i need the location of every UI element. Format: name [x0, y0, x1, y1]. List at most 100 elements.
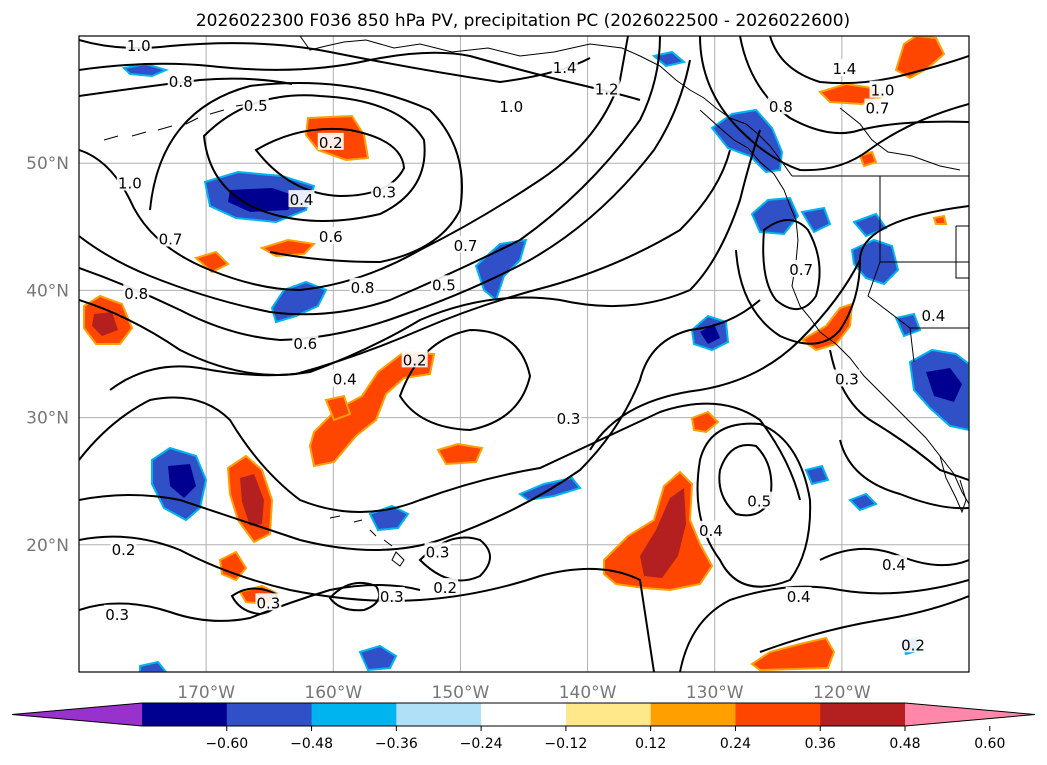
map-background	[79, 36, 969, 672]
svg-text:0.7: 0.7	[789, 261, 813, 279]
colorbar-tick-label: 0.24	[720, 736, 751, 752]
contour-label: 0.3	[424, 542, 451, 561]
colorbar-tick-label: 0.60	[974, 736, 1005, 752]
colorbar-tick-label: −0.24	[460, 736, 503, 752]
map-frame	[78, 35, 970, 673]
svg-text:0.3: 0.3	[105, 606, 129, 624]
british-columbia-coast	[699, 109, 797, 221]
pv-contour	[839, 439, 969, 510]
precip-negative-area	[848, 492, 878, 512]
precip-negative-area	[368, 504, 410, 532]
hawaiian-islands	[329, 515, 405, 567]
contour-label: 1.2	[593, 79, 620, 98]
precip-negative-area	[804, 464, 830, 486]
contour-label: 0.3	[255, 593, 282, 612]
svg-text:0.3: 0.3	[557, 410, 581, 428]
svg-text:0.5: 0.5	[747, 493, 771, 511]
precip-positive-area	[308, 350, 436, 468]
contour-label: 0.4	[697, 520, 724, 540]
contour-label: 0.8	[767, 97, 794, 116]
contour-label: 0.3	[104, 604, 131, 624]
pv-contour	[202, 94, 426, 222]
contour-label: 1.0	[498, 97, 525, 116]
precip-strong-positive-area	[640, 488, 686, 578]
colorbar-outline	[11, 702, 1036, 727]
svg-text:0.4: 0.4	[699, 522, 723, 540]
contour-label: 0.2	[432, 578, 459, 597]
svg-text:1.0: 1.0	[118, 175, 142, 193]
baja-california	[939, 455, 967, 514]
svg-text:0.3: 0.3	[380, 588, 404, 606]
svg-text:0.2: 0.2	[112, 541, 136, 559]
precip-negative-area	[139, 660, 168, 672]
contour-label: 0.5	[242, 95, 269, 115]
contour-label: 0.4	[785, 586, 812, 606]
precip-positive-area	[932, 214, 948, 225]
contour-label: 0.3	[371, 182, 398, 201]
contour-label: 1.0	[869, 80, 896, 100]
contour-label: 1.0	[116, 173, 143, 193]
pv-contour	[109, 129, 761, 391]
alaska-coastline	[299, 36, 793, 177]
contour-label: 0.7	[788, 260, 815, 279]
svg-text:0.8: 0.8	[169, 73, 193, 91]
svg-text:0.4: 0.4	[290, 191, 314, 209]
colorbar-tick-label: 0.48	[889, 736, 920, 752]
pv-contour	[79, 584, 421, 622]
contour-label: 0.6	[317, 226, 344, 246]
longitude-tick-label: 150°W	[432, 683, 490, 703]
svg-text:1.0: 1.0	[499, 98, 523, 116]
svg-text:1.0: 1.0	[871, 82, 895, 100]
pv-contour	[79, 51, 641, 101]
interior-provinces	[839, 107, 961, 171]
contour-label: 0.4	[880, 555, 907, 574]
colorbar-segment	[481, 703, 567, 726]
colorbar-tick-label: −0.12	[544, 736, 587, 752]
precip-positive-area	[800, 302, 854, 352]
svg-text:0.7: 0.7	[866, 100, 890, 118]
precip-negative-area	[651, 50, 687, 68]
pv-contour	[328, 582, 380, 612]
colorbar-upper-extension	[905, 703, 1035, 726]
pv-contour	[699, 36, 969, 172]
precip-positive-area	[750, 636, 836, 672]
precip-positive-area	[858, 150, 878, 168]
svg-text:0.2: 0.2	[403, 351, 427, 369]
pv-contour	[79, 39, 591, 84]
colorbar-segment	[142, 703, 228, 726]
pv-contour	[79, 299, 761, 551]
contour-label: 0.4	[288, 190, 315, 209]
svg-text:0.8: 0.8	[769, 98, 793, 116]
axis-tick-labels: 170°W 160°W 150°W 140°W 130°W 120°W 50°N 40°N 30…	[26, 154, 871, 703]
svg-text:1.2: 1.2	[595, 80, 619, 98]
contour-label: 0.4	[920, 305, 947, 325]
precip-positive-area	[690, 410, 720, 434]
pv-contour	[696, 422, 812, 588]
colorbar-segment	[311, 703, 397, 726]
longitude-tick-label: 170°W	[177, 683, 235, 703]
svg-text:1.0: 1.0	[127, 37, 151, 55]
contour-label: 0.2	[110, 539, 137, 559]
pv-contour	[79, 59, 691, 342]
svg-text:0.6: 0.6	[319, 228, 343, 246]
pv-contour	[79, 77, 293, 97]
svg-text:0.3: 0.3	[372, 183, 396, 201]
precip-strong-negative-area	[228, 188, 296, 212]
colorbar-segment	[565, 703, 652, 726]
contour-label: 1.4	[551, 57, 578, 77]
pv-contour	[254, 127, 406, 198]
precip-positive-area	[324, 394, 352, 422]
precip-negative-area	[358, 644, 398, 672]
pv-contour	[79, 396, 801, 513]
contour-label: 0.3	[378, 586, 405, 606]
precip-positive-area	[436, 442, 484, 466]
contour-label: 0.7	[157, 229, 184, 249]
svg-text:0.6: 0.6	[293, 335, 317, 353]
contour-label: 0.3	[555, 408, 582, 428]
longitude-tick-label: 120°W	[813, 683, 871, 703]
map-panel: 1.00.81.41.21.00.50.20.30.41.00.7 0.6 0.70…	[26, 35, 970, 703]
land-outlines	[103, 36, 969, 567]
precip-strong-negative-area	[700, 324, 720, 344]
svg-text:0.4: 0.4	[787, 588, 811, 606]
